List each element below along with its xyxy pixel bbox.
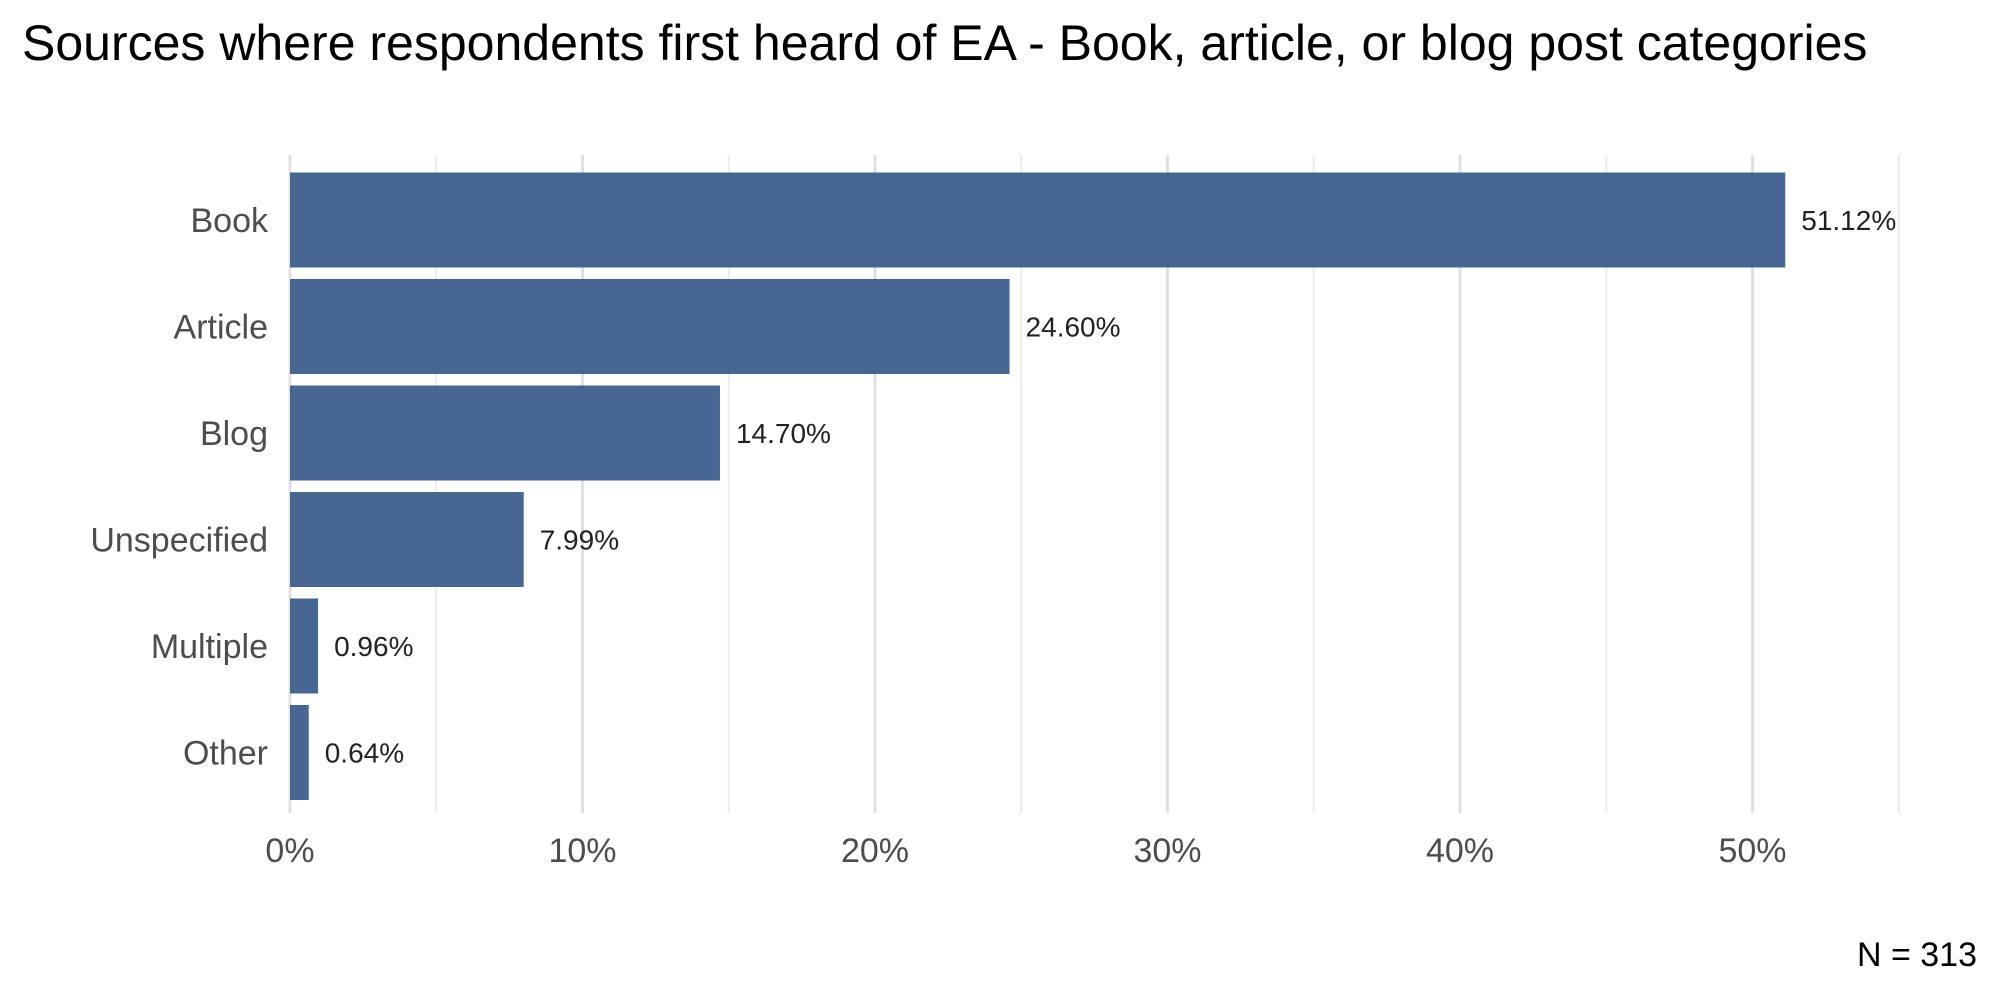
value-label: 0.64% [325, 738, 404, 769]
x-tick-label: 20% [841, 832, 909, 870]
value-label: 0.96% [334, 631, 413, 662]
bar-unspecified [290, 492, 524, 587]
bar-blog [290, 385, 720, 481]
bar-book [290, 172, 1786, 268]
x-tick-label: 30% [1133, 832, 1201, 870]
category-label: Other [183, 735, 268, 773]
value-label: 24.60% [1026, 312, 1121, 343]
chart-title: Sources where respondents first heard of… [22, 15, 1868, 71]
x-tick-label: 50% [1718, 832, 1786, 870]
value-labels: 51.12% 24.60% 14.70% 7.99% 0.96% 0.64% [325, 205, 1897, 769]
bar-multiple [290, 598, 319, 694]
value-label: 51.12% [1801, 205, 1896, 236]
bar-other [290, 705, 309, 800]
category-label: Multiple [151, 628, 268, 666]
sample-size-caption: N = 313 [1856, 936, 1977, 974]
x-tick-label: 10% [548, 832, 616, 870]
category-label: Unspecified [90, 522, 268, 560]
category-label: Book [191, 202, 269, 240]
category-label: Blog [200, 415, 268, 453]
value-label: 7.99% [540, 525, 619, 556]
category-label: Article [174, 309, 268, 347]
x-tick-label: 0% [265, 832, 314, 870]
x-axis-tick-labels: 0% 10% 20% 30% 40% 50% [265, 832, 1786, 870]
category-labels: Book Article Blog Unspecified Multiple Other [90, 202, 269, 773]
value-label: 14.70% [736, 418, 831, 449]
bars [290, 172, 1786, 800]
bar-article [290, 279, 1010, 374]
x-tick-label: 40% [1426, 832, 1494, 870]
